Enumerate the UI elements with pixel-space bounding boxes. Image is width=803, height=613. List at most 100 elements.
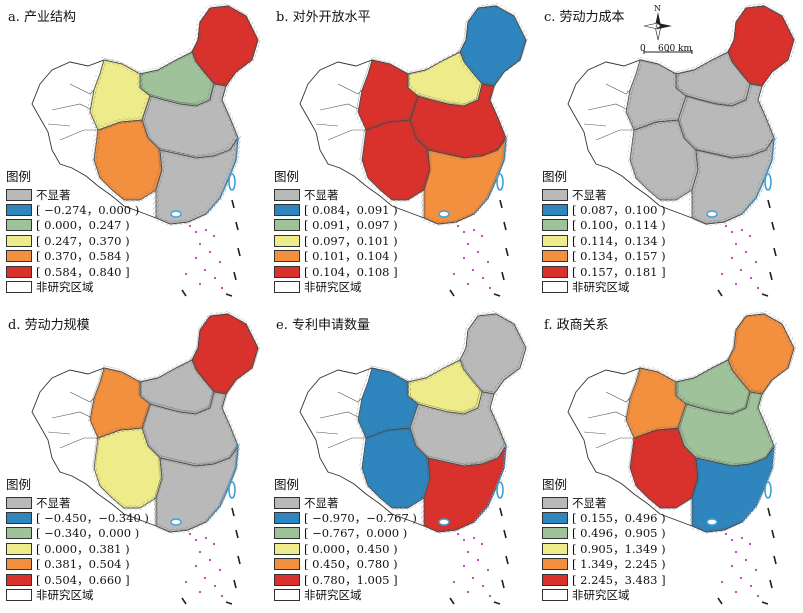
island-dot [188,224,192,228]
island-dot [462,256,466,260]
panel-title: d. 劳动力规模 [8,318,90,333]
county-boundary [693,139,776,226]
county-boundary [691,137,775,224]
legend-swatch [6,558,32,571]
boundary-dash [717,597,723,605]
legend-swatch [542,234,568,247]
legend-swatch [542,188,568,201]
legend-item: [ 0.905，1.349 ) [542,541,666,556]
boundary-dash [237,247,241,257]
island-dot [452,272,456,276]
county-boundary [412,392,509,467]
boundary-dash [501,579,505,589]
county-boundary [693,445,776,532]
county-boundary [158,137,241,224]
taiwan-island [228,173,236,191]
province-boundary [47,123,71,127]
legend-title: 图例 [274,169,300,184]
island-dot [730,538,734,542]
island-dot [472,228,476,232]
county-boundary [355,367,416,438]
county-boundary [357,367,419,439]
region-southeast [421,443,509,534]
legend-item: 非研究区域 [274,279,398,294]
legend-item: [ 0.000，0.381 ) [6,541,149,556]
region-fill [691,445,775,533]
island-dot [184,580,188,584]
scale-distance: 600 km [658,44,693,54]
island-dot [462,564,466,568]
province-boundary [337,391,363,403]
legend-swatch [6,281,32,294]
legend: 图例 不显著 [ 0.155，0.496 ) [ 0.496，0.905 ) [… [542,474,666,603]
legend-item: [ 0.450，0.780 ) [274,557,417,572]
legend-item: [ 0.780，1.005 ] [274,572,417,587]
legend-item: [ 0.114，0.134 ) [542,233,666,248]
legend-item: [ 0.496，0.905 ) [542,526,666,541]
legend-item: 不显著 [6,495,149,510]
county-boundary [144,83,241,158]
legend-swatch [6,219,32,232]
boundary-dash [233,271,237,281]
coastline [205,137,240,215]
legend-item: [ 0.104，0.108 ] [274,264,398,279]
map-panel-f: f. 政商关系 图例 不显著 [ 0.155，0.496 ) [ 0.496，0… [536,308,802,613]
south-china-sea-islands [717,507,777,605]
legend-swatch [274,512,300,525]
county-boundary [690,445,773,533]
county-boundary [91,367,152,439]
county-boundary [355,61,416,132]
island-dot [472,536,476,540]
island-dot [748,542,752,546]
island-dot [740,228,744,232]
map-panel-d: d. 劳动力规模 图例 不显著 [ −0.450，−0.340 ) [ −0.3… [0,308,266,613]
legend-swatch [274,265,300,278]
legend-swatch [6,542,32,555]
boundary-dash [769,579,773,589]
legend-title: 图例 [6,169,32,184]
legend-swatch [6,527,32,540]
boundary-dash [501,271,505,281]
region-fill [155,445,239,533]
legend-swatch [542,204,568,217]
island-dot [466,590,470,594]
legend: 图例 不显著 [ 0.087，0.100 ) [ 0.100，0.114 ) [… [542,166,666,295]
legend-title: 图例 [274,477,300,492]
county-boundary [141,82,239,157]
legend-item: [ −0.274，0.000 ) [6,202,139,217]
region-southeast [690,443,777,534]
legend-item: [ 0.584，0.840 ] [6,264,139,279]
map-panel-b: b. 对外开放水平 图例 不显著 [ 0.084，0.091 ) [ 0.091… [268,0,534,305]
legend-swatch [542,265,568,278]
legend-item: [ 0.100，0.114 ) [542,218,666,233]
county-boundary [627,368,688,439]
county-boundary [627,367,688,438]
county-boundary [628,365,689,436]
coastline [741,445,776,523]
panel-title: c. 劳动力成本 [544,10,625,25]
county-boundary [91,366,152,437]
island-dot [749,584,753,588]
county-boundary [156,447,239,534]
legend-item: [ 0.000，0.247 ) [6,218,139,233]
island-dot [480,234,484,238]
map-china-d [31,311,260,605]
taiwan-island [496,173,504,191]
island-dot [466,242,470,246]
boundary-dash [773,555,777,565]
boundary-dash [767,199,771,209]
county-boundary [425,135,508,222]
county-boundary [90,369,151,440]
island-dot [204,228,208,232]
county-boundary [141,389,238,464]
county-boundary [143,84,240,159]
island-dot [739,268,743,272]
county-boundary [422,443,505,530]
south-china-sea-islands [717,199,777,297]
county-boundary [358,366,419,437]
legend-swatch [6,188,32,201]
island-dot [724,224,728,228]
county-boundary [424,138,507,225]
island-dot [476,250,480,254]
panel-title: f. 政商关系 [544,318,609,333]
